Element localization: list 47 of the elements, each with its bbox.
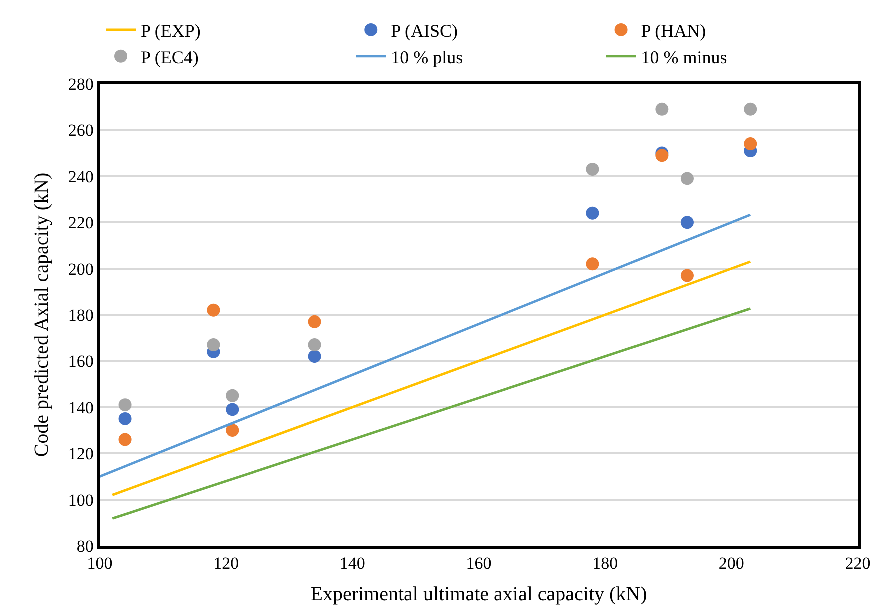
point	[680, 172, 694, 186]
point	[207, 338, 220, 352]
y-tick-label: 80	[76, 536, 94, 556]
x-tick-label: 100	[87, 554, 113, 574]
point	[656, 102, 669, 116]
point	[586, 258, 600, 271]
point	[656, 149, 669, 162]
legend-label: P (EXP)	[141, 20, 201, 41]
x-axis-title: Experimental ultimate axial capacity (kN)	[310, 584, 648, 606]
legend-label: 10 % plus	[391, 47, 464, 68]
point	[226, 389, 240, 402]
point	[226, 424, 240, 437]
legend-label: 10 % minus	[641, 47, 728, 68]
y-tick-label: 280	[68, 74, 94, 94]
x-tick-label: 120	[214, 554, 240, 574]
x-tick-label: 180	[592, 554, 618, 574]
point	[118, 433, 132, 446]
x-tick-label: 220	[845, 554, 871, 574]
point	[308, 315, 322, 328]
point	[586, 206, 600, 220]
point	[744, 102, 758, 116]
y-tick-label: 200	[68, 260, 94, 279]
y-tick-label: 100	[68, 490, 94, 510]
y-tick-label: 160	[68, 352, 94, 372]
legend-label: P (HAN)	[641, 20, 706, 41]
y-tick-label: 220	[68, 214, 94, 233]
point	[226, 403, 240, 416]
y-tick-label: 260	[68, 121, 94, 140]
y-tick-label: 240	[68, 167, 94, 186]
legend-label: P (AISC)	[391, 20, 458, 41]
point	[207, 304, 220, 317]
y-tick-label: 120	[68, 444, 94, 464]
y-tick-label: 180	[68, 306, 94, 325]
x-tick-label: 140	[340, 554, 366, 574]
point	[680, 216, 694, 230]
point	[118, 398, 132, 412]
y-tick-label: 140	[68, 398, 94, 418]
y-axis-title: Code predicted Axial capacity (kN)	[30, 172, 53, 458]
point	[308, 338, 322, 352]
x-tick-label: 160	[466, 554, 492, 574]
point	[744, 138, 758, 151]
legend-label: P (EC4)	[141, 47, 199, 68]
point	[586, 162, 600, 176]
point	[680, 269, 694, 282]
point	[308, 350, 322, 364]
point	[118, 412, 132, 426]
x-tick-label: 200	[718, 554, 744, 574]
